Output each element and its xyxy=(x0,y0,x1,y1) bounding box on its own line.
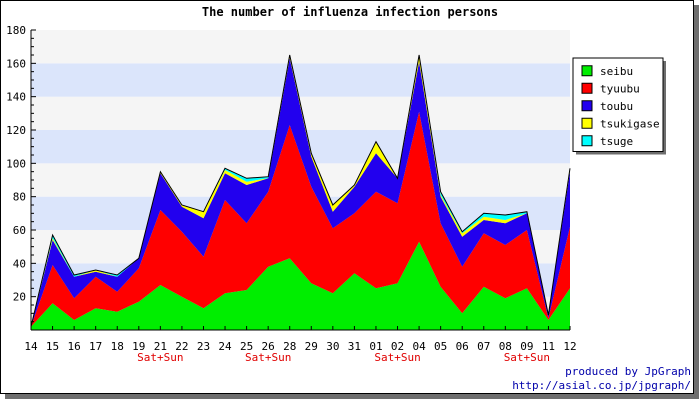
chart-title: The number of influenza infection person… xyxy=(202,5,498,19)
weekend-labels: Sat+Sun Sat+Sun Sat+Sun Sat+Sun xyxy=(137,351,550,364)
x-tick-label: 31 xyxy=(348,340,361,353)
series-area-seibu xyxy=(31,241,570,330)
x-tick-label: 22 xyxy=(175,340,188,353)
x-tick-label: 08 xyxy=(499,340,512,353)
y-tick-label: 180 xyxy=(6,24,26,37)
y-tick-label: 60 xyxy=(13,224,26,237)
legend-label-toubu: toubu xyxy=(600,100,633,113)
x-tick-label: 23 xyxy=(197,340,210,353)
weekend-label: Sat+Sun xyxy=(137,351,183,364)
x-tick-label: 12 xyxy=(563,340,576,353)
weekend-label: Sat+Sun xyxy=(504,351,550,364)
x-tick-label: 09 xyxy=(520,340,533,353)
x-tick-label: 19 xyxy=(132,340,145,353)
grid-band xyxy=(31,63,570,97)
x-tick-label: 29 xyxy=(305,340,318,353)
x-tick-label: 15 xyxy=(46,340,59,353)
y-tick-label: 120 xyxy=(6,124,26,137)
x-tick-label: 05 xyxy=(434,340,447,353)
legend: seibu tyuubu toubu tsukigase tsuge xyxy=(572,57,666,155)
series-area-toubu xyxy=(31,58,570,327)
legend-label-tyuubu: tyuubu xyxy=(600,82,640,95)
x-tick-label: 06 xyxy=(456,340,469,353)
x-tick-label: 04 xyxy=(412,340,426,353)
x-tick-label: 07 xyxy=(477,340,490,353)
series-area-tyuubu xyxy=(31,111,570,327)
legend-swatch-seibu xyxy=(581,65,593,77)
x-tick-label: 02 xyxy=(391,340,404,353)
x-tick-label: 21 xyxy=(154,340,167,353)
weekend-label: Sat+Sun xyxy=(245,351,291,364)
x-tick-label: 26 xyxy=(262,340,275,353)
x-tick-label: 16 xyxy=(67,340,80,353)
y-tick-label: 80 xyxy=(13,191,26,204)
y-tick-labels: 20 40 60 80 100 120 140 160 180 xyxy=(6,24,26,304)
y-tick-label: 40 xyxy=(13,257,26,270)
legend-swatch-tsukigase xyxy=(581,117,593,129)
y-tick-label: 100 xyxy=(6,157,26,170)
x-tick-label: 24 xyxy=(218,340,232,353)
credit-line-1: produced by JpGraph xyxy=(565,365,691,378)
series-areas xyxy=(30,54,571,330)
legend-swatch-tyuubu xyxy=(581,82,593,94)
credit-line-2[interactable]: http://asial.co.jp/jpgraph/ xyxy=(512,379,691,392)
x-tick-label: 25 xyxy=(240,340,253,353)
y-tick-label: 20 xyxy=(13,291,26,304)
grid-band xyxy=(31,30,570,64)
y-tick-label: 160 xyxy=(6,57,26,70)
x-tick-labels: 14 15 16 17 18 19 21 22 23 24 25 26 28 29 30 31 01 02 04 05… xyxy=(24,340,576,353)
y-tick-label: 140 xyxy=(6,91,26,104)
x-tick-label: 28 xyxy=(283,340,296,353)
x-tick-label: 17 xyxy=(89,340,102,353)
x-tick-label: 18 xyxy=(111,340,124,353)
legend-swatch-toubu xyxy=(581,100,593,112)
x-tick-label: 01 xyxy=(369,340,382,353)
x-tick-label: 30 xyxy=(326,340,339,353)
legend-label-tsukigase: tsukigase xyxy=(600,117,660,130)
legend-label-seibu: seibu xyxy=(600,65,633,78)
x-tick-label: 14 xyxy=(24,340,38,353)
axes xyxy=(30,29,571,331)
weekend-label: Sat+Sun xyxy=(374,351,420,364)
x-tick-label: 11 xyxy=(542,340,555,353)
legend-swatch-tsuge xyxy=(581,135,593,147)
legend-label-tsuge: tsuge xyxy=(600,135,633,148)
total-outline xyxy=(30,54,571,327)
